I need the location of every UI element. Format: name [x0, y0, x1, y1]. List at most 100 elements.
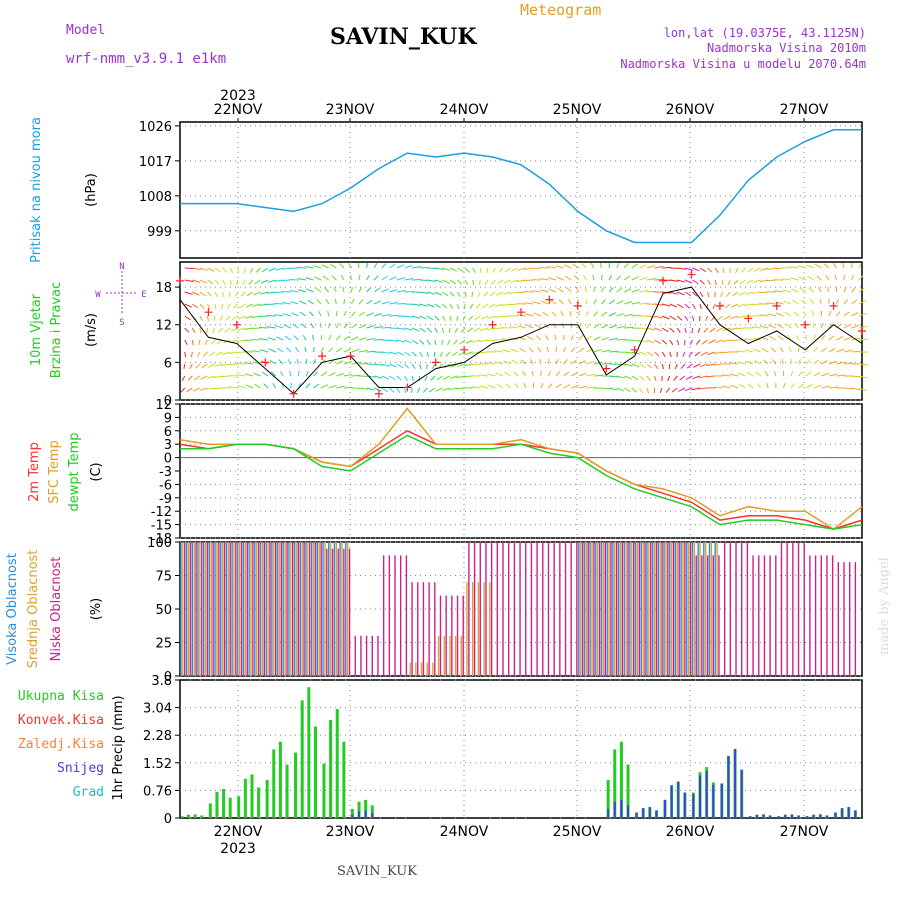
wind-barb: [456, 375, 466, 379]
wind-barb: [522, 371, 527, 377]
snow-bar: [683, 792, 686, 818]
wind-barb: [489, 291, 496, 297]
wind-barb: [601, 286, 605, 293]
wind-barb: [524, 267, 534, 271]
wind-barb: [292, 323, 299, 329]
wind-barb: [200, 375, 208, 380]
wind-barb: [751, 303, 761, 306]
wind-barb: [790, 277, 799, 281]
wind-barb: [631, 375, 639, 381]
wind-barb: [199, 291, 206, 297]
wind-barb: [669, 279, 679, 282]
wind-barb: [411, 363, 416, 369]
wind-barb: [608, 324, 617, 329]
wind-barb: [547, 277, 557, 281]
wind-barb: [214, 279, 220, 285]
wind-barb: [726, 291, 731, 297]
wind-barb: [184, 327, 190, 333]
wind-barb: [797, 265, 807, 269]
wind-barb: [502, 349, 511, 353]
wind-barb: [328, 359, 335, 365]
wind-barb: [787, 335, 792, 341]
wind-barb: [449, 315, 452, 322]
precip-bar: [272, 749, 276, 818]
snow-bar: [841, 808, 844, 818]
wind-barb: [351, 323, 358, 329]
wind-barb: [584, 286, 587, 293]
date-label-top: 26NOV: [666, 102, 715, 118]
wind-barb: [599, 262, 603, 269]
wind-barb: [631, 263, 638, 269]
wind-barb: [623, 275, 631, 281]
wind-barb: [183, 363, 186, 370]
wind-barb: [578, 385, 588, 389]
wind-barb: [202, 351, 208, 357]
wind-barb: [404, 327, 413, 331]
precip-ytick-label: 3.8: [151, 674, 172, 689]
wind-barb: [540, 382, 544, 389]
wind-barb: [745, 291, 754, 296]
wind-barb: [222, 291, 224, 298]
wind-barb: [776, 323, 784, 329]
wind-barb: [609, 375, 618, 378]
wind-gust-marker: [232, 320, 241, 329]
wind-barb: [842, 262, 845, 269]
wind-barb: [654, 351, 660, 357]
wind-barb: [539, 278, 549, 281]
wind-barb: [334, 298, 337, 305]
wind-barb: [306, 288, 314, 293]
wind-barb: [464, 351, 473, 356]
wind-gust-marker: [261, 358, 270, 367]
wind-barb: [572, 263, 580, 269]
wind-barb: [759, 325, 769, 329]
wind-barb: [677, 267, 687, 270]
wind-barb: [447, 339, 451, 346]
wind-barb: [251, 327, 261, 330]
wind-barb: [631, 314, 641, 317]
wind-barb: [813, 384, 822, 389]
wind-barb: [479, 267, 482, 274]
wind-barb: [806, 264, 814, 269]
precip-panel: [179, 679, 863, 819]
wind-barb: [291, 312, 299, 317]
wind-barb: [343, 373, 353, 377]
wind-barb: [388, 387, 395, 393]
wind-barb: [374, 338, 384, 341]
wind-barb: [513, 371, 519, 377]
wind-barb: [411, 351, 417, 357]
snow-bar: [692, 794, 695, 818]
wind-barb: [729, 327, 739, 331]
wind-barb: [366, 287, 372, 293]
wind-barb: [685, 375, 693, 380]
wind-barb: [404, 315, 414, 318]
wind-barb: [759, 314, 769, 317]
wind-barb: [654, 363, 659, 369]
wind-barb: [434, 267, 444, 270]
wind-barb: [859, 325, 868, 329]
product-title: Meteogram: [520, 1, 601, 19]
wind-barb: [333, 286, 337, 293]
wind-barb: [858, 312, 867, 317]
wind-barb: [802, 311, 807, 317]
wind-barb: [751, 326, 761, 329]
wind-barb: [411, 303, 421, 306]
wind-barb: [351, 311, 356, 317]
wind-barb: [697, 327, 701, 334]
wind-barb: [639, 264, 647, 269]
wind-barb: [343, 323, 349, 329]
wind-barb: [487, 315, 496, 319]
wind-barb: [509, 303, 519, 306]
wind-barb: [707, 291, 710, 298]
wind-barb: [859, 338, 869, 341]
snow-bar: [351, 814, 354, 818]
wind-barb: [616, 338, 626, 341]
wind-barb: [434, 291, 443, 296]
wind-barb: [239, 303, 246, 309]
wind-barb: [707, 279, 711, 285]
wind-barb: [374, 363, 383, 366]
wind-barb: [616, 287, 623, 293]
wind-barb: [714, 339, 723, 344]
wind-barb: [789, 266, 799, 269]
wind-barb: [268, 267, 276, 272]
wind-barb: [270, 371, 277, 377]
